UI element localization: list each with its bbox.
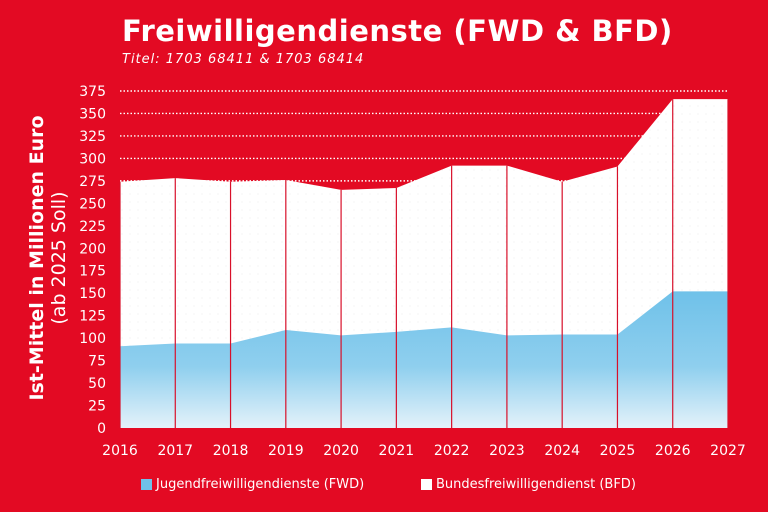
y-tick-300: 300 — [79, 151, 106, 167]
x-tick-2020: 2020 — [323, 443, 359, 459]
y-tick-250: 250 — [79, 196, 106, 212]
x-tick-2018: 2018 — [213, 443, 249, 459]
y-tick-225: 225 — [79, 219, 106, 235]
legend-item-bfd: Bundesfreiwilligendienst (BFD) — [421, 477, 636, 492]
legend-label-bfd: Bundesfreiwilligendienst (BFD) — [436, 477, 636, 492]
x-tick-2019: 2019 — [268, 443, 304, 459]
y-tick-350: 350 — [79, 106, 106, 122]
legend-item-fwd: Jugendfreiwilligendienste (FWD) — [141, 477, 364, 492]
y-tick-25: 25 — [88, 399, 106, 415]
legend-label-fwd: Jugendfreiwilligendienste (FWD) — [156, 477, 365, 492]
area-layer — [120, 99, 728, 428]
y-tick-100: 100 — [79, 331, 106, 347]
y-tick-75: 75 — [88, 354, 106, 370]
y-tick-125: 125 — [79, 309, 106, 325]
x-tick-2025: 2025 — [600, 443, 636, 459]
x-tick-2027: 2027 — [710, 443, 746, 459]
area-fwd — [120, 291, 728, 428]
y-tick-200: 200 — [79, 241, 106, 257]
y-tick-375: 375 — [79, 84, 106, 100]
x-tick-2023: 2023 — [489, 443, 525, 459]
y-tick-50: 50 — [88, 376, 106, 392]
x-tick-2021: 2021 — [379, 443, 415, 459]
page-subtitle: Titel: 1703 68411 & 1703 68414 — [122, 52, 365, 67]
x-tick-2017: 2017 — [157, 443, 193, 459]
page-title: Freiwilligendienste (FWD & BFD) — [122, 14, 673, 48]
y-tick-labels: 0 25 50 75 100 125 150 175 200 225 250 275 300 325 350… — [79, 84, 106, 437]
x-tick-labels: 2016 2017 2018 2019 2020 2021 2022 2023 2024 2025… — [102, 443, 746, 459]
y-tick-325: 325 — [79, 129, 106, 145]
y-tick-275: 275 — [79, 174, 106, 190]
x-tick-2022: 2022 — [434, 443, 470, 459]
year-dividers — [119, 99, 729, 428]
legend-swatch-fwd — [141, 479, 152, 490]
y-tick-150: 150 — [79, 286, 106, 302]
x-tick-2026: 2026 — [655, 443, 691, 459]
y-tick-175: 175 — [79, 264, 106, 280]
legend-swatch-bfd — [421, 479, 432, 490]
x-tick-2016: 2016 — [102, 443, 138, 459]
y-tick-0: 0 — [97, 421, 106, 437]
x-tick-2024: 2024 — [544, 443, 580, 459]
